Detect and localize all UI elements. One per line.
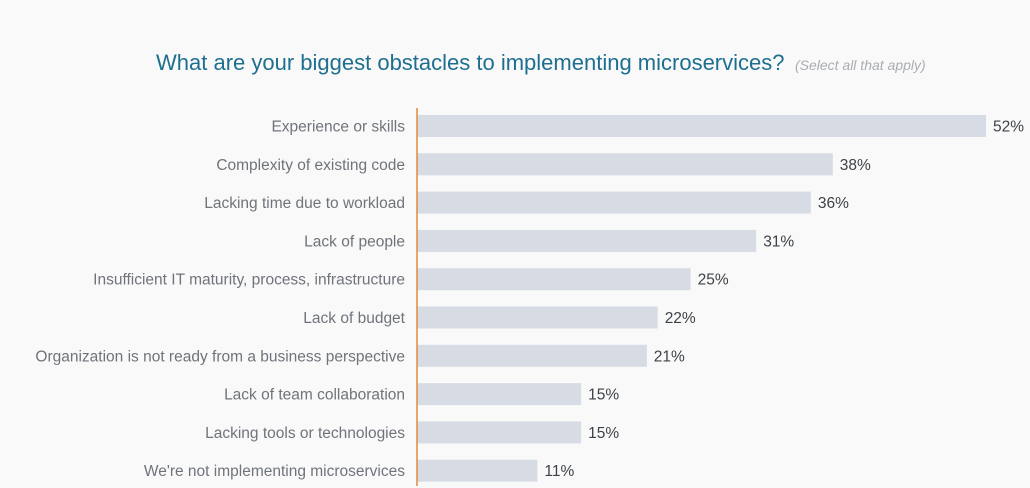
bar-experience-or-skills (417, 115, 986, 137)
chart-title: What are your biggest obstacles to imple… (156, 50, 785, 75)
value-label-lack-of-budget: 22% (665, 310, 696, 327)
value-label-lack-of-team-collaboration: 15% (588, 387, 619, 404)
category-label-complexity-of-existing-code: Complexity of existing code (216, 157, 405, 174)
category-label-lacking-tools-or-technologies: Lacking tools or technologies (205, 425, 405, 442)
value-label-we-re-not-implementing-microservices: 11% (544, 463, 574, 480)
value-label-lack-of-people: 31% (763, 233, 794, 250)
bar-complexity-of-existing-code (417, 153, 833, 176)
category-label-organization-is-not-ready-from-a-business-perspective: Organization is not ready from a busines… (35, 348, 405, 365)
bar-insufficient-it-maturity-process-infrastructure (417, 268, 691, 291)
bar-organization-is-not-ready-from-a-business-perspective (417, 344, 647, 367)
value-label-organization-is-not-ready-from-a-business-perspective: 21% (654, 348, 685, 365)
chart-subtitle: (Select all that apply) (794, 57, 926, 73)
category-label-insufficient-it-maturity-process-infrastructure: Insufficient IT maturity, process, infra… (93, 272, 405, 289)
category-label-experience-or-skills: Experience or skills (271, 119, 405, 136)
category-label-lack-of-people: Lack of people (304, 233, 405, 250)
bar-lack-of-team-collaboration (417, 383, 582, 406)
bar-we-re-not-implementing-microservices (417, 459, 538, 482)
value-label-insufficient-it-maturity-process-infrastructure: 25% (698, 272, 729, 289)
value-label-lacking-time-due-to-workload: 36% (818, 195, 849, 212)
value-label-lacking-tools-or-technologies: 15% (588, 425, 619, 442)
value-label-experience-or-skills: 52% (993, 119, 1024, 136)
bar-lacking-time-due-to-workload (417, 191, 811, 214)
value-label-complexity-of-existing-code: 38% (840, 157, 871, 174)
bar-lacking-tools-or-technologies (417, 421, 582, 444)
bar-lack-of-budget (417, 306, 658, 329)
category-label-we-re-not-implementing-microservices: We're not implementing microservices (144, 463, 405, 480)
category-label-lack-of-team-collaboration: Lack of team collaboration (224, 387, 405, 404)
category-label-lack-of-budget: Lack of budget (303, 310, 405, 327)
chart-title-row: What are your biggest obstacles to imple… (156, 50, 926, 76)
category-label-lacking-time-due-to-workload: Lacking time due to workload (204, 195, 405, 212)
bar-lack-of-people (417, 229, 757, 252)
